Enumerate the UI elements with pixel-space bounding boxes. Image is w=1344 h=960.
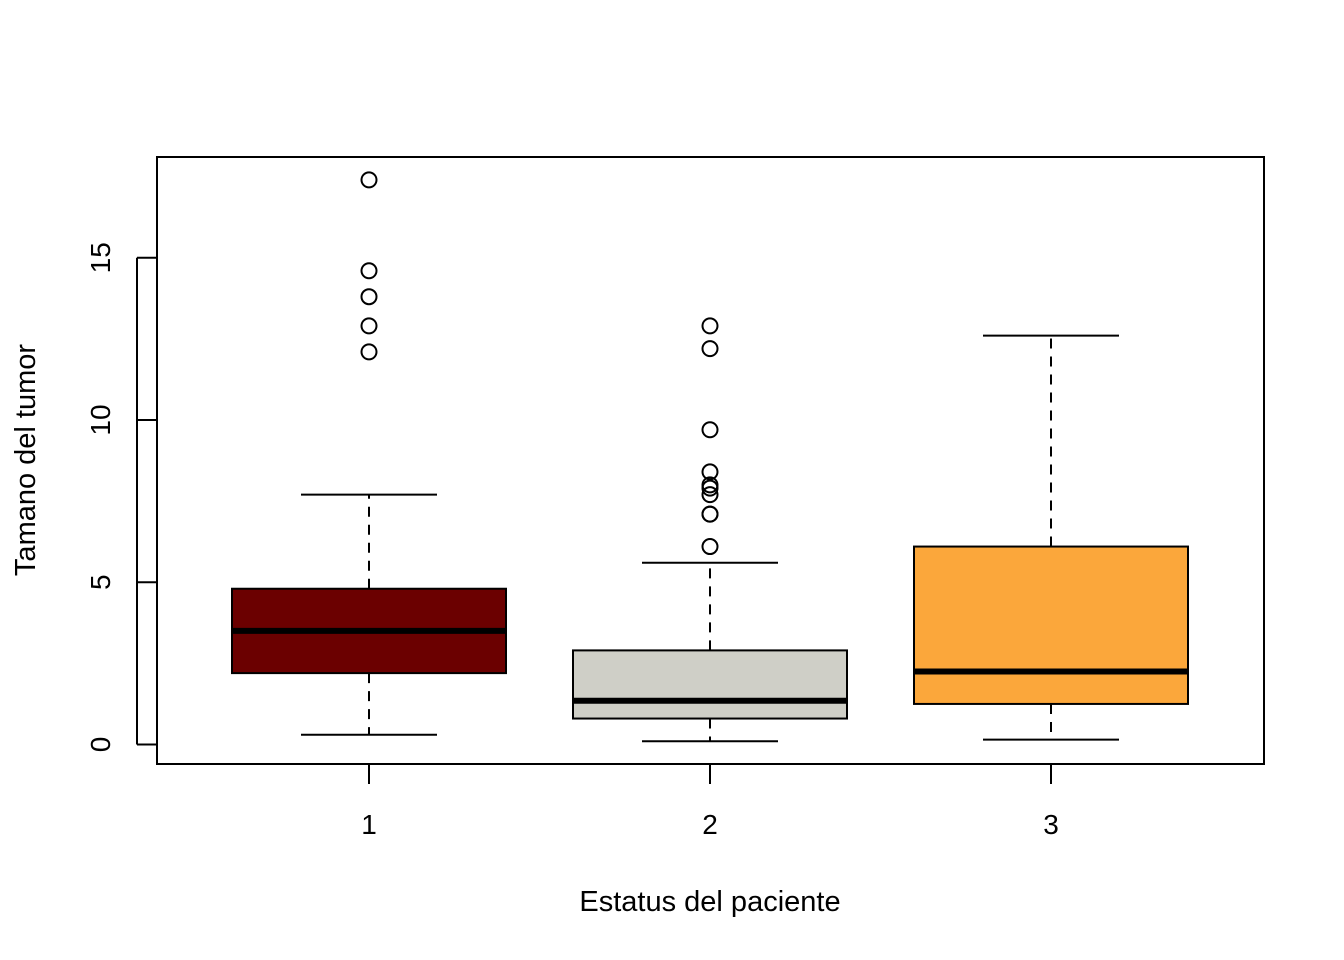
- outlier-point: [701, 421, 719, 439]
- boxes-layer: [231, 171, 1189, 743]
- outlier-point: [360, 288, 378, 306]
- box-group-1: [231, 171, 507, 736]
- box-iqr: [913, 545, 1189, 705]
- box-group-2: [572, 317, 848, 743]
- outlier-point: [701, 486, 719, 504]
- y-tick-label: 0: [85, 737, 116, 753]
- y-tick-label: 5: [85, 574, 116, 590]
- outlier-point: [360, 262, 378, 280]
- y-tick-label: 15: [85, 242, 116, 273]
- y-tick-label: 10: [85, 404, 116, 435]
- axes-layer: 0 5 10 15 1 2 3: [85, 242, 1059, 840]
- outlier-point: [701, 505, 719, 523]
- outlier-point: [360, 343, 378, 361]
- x-tick-label: 1: [361, 809, 377, 840]
- y-axis-title: Tamano del tumor: [10, 344, 42, 576]
- outlier-point: [701, 463, 719, 481]
- x-axis-title: Estatus del paciente: [579, 886, 840, 918]
- outlier-point: [701, 538, 719, 556]
- outlier-point: [360, 171, 378, 189]
- x-tick-label: 3: [1043, 809, 1059, 840]
- outlier-point: [360, 317, 378, 335]
- box-iqr: [572, 649, 848, 720]
- outlier-point: [701, 317, 719, 335]
- outlier-point: [701, 340, 719, 358]
- outlier-point: [701, 476, 719, 494]
- box-group-3: [913, 334, 1189, 741]
- x-tick-label: 2: [702, 809, 718, 840]
